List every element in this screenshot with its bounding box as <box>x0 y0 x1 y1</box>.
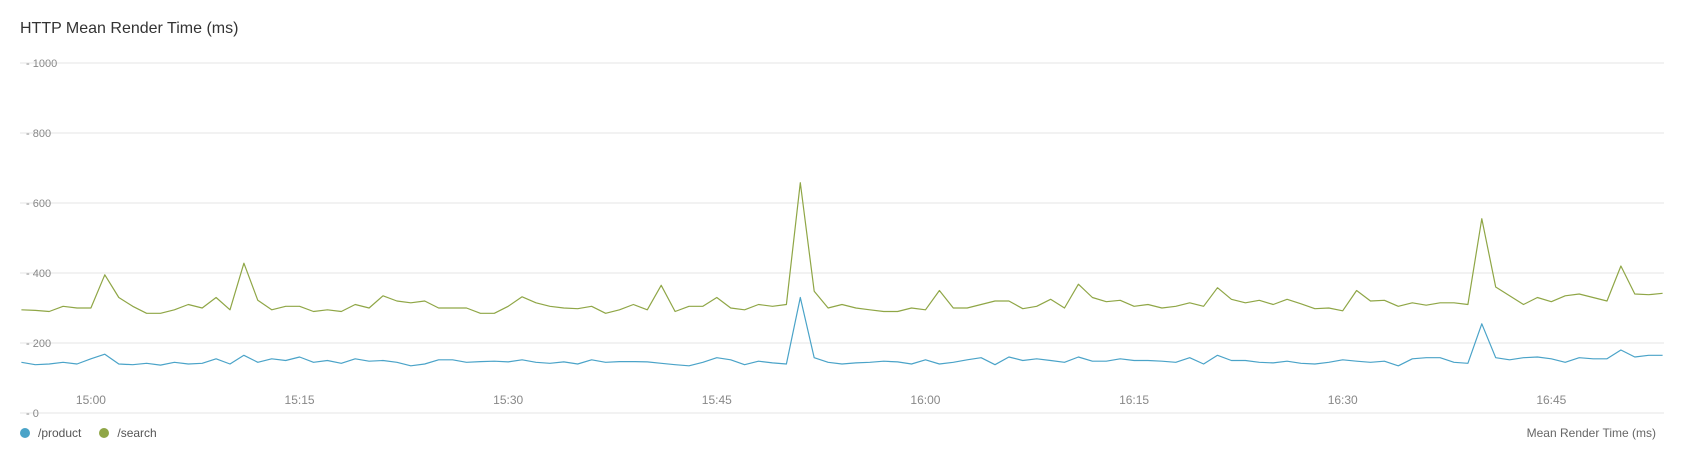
legend-item-search[interactable]: /search <box>99 426 157 440</box>
legend-item-product[interactable]: /product <box>20 426 81 440</box>
x-tick-label: 15:00 <box>76 393 106 407</box>
series-line-product <box>21 296 1663 367</box>
y-tick-label: - 800 <box>26 128 51 140</box>
x-tick-label: 15:30 <box>493 393 523 407</box>
x-tick-label: 16:00 <box>910 393 940 407</box>
x-tick-label: 15:15 <box>285 393 315 407</box>
legend-dot-product <box>20 428 30 438</box>
chart-title: HTTP Mean Render Time (ms) <box>20 20 239 37</box>
y-tick-label: - 0 <box>26 408 39 420</box>
y-tick-label: - 1000 <box>26 58 57 70</box>
legend-dot-search <box>99 428 110 438</box>
x-tick-label: 16:30 <box>1328 393 1358 407</box>
y-tick-label: - 600 <box>26 198 51 210</box>
legend-label-product: /product <box>38 426 82 440</box>
series-line-search <box>21 182 1663 314</box>
x-tick-label: 16:45 <box>1536 393 1566 407</box>
y-tick-label: - 400 <box>26 268 51 280</box>
y-axis-caption: Mean Render Time (ms) <box>1526 426 1656 440</box>
y-tick-label: - 200 <box>26 338 51 350</box>
legend-label-search: /search <box>117 426 157 440</box>
x-tick-label: 16:15 <box>1119 393 1149 407</box>
x-tick-label: 15:45 <box>702 393 732 407</box>
legend: /product /search <box>20 426 157 440</box>
